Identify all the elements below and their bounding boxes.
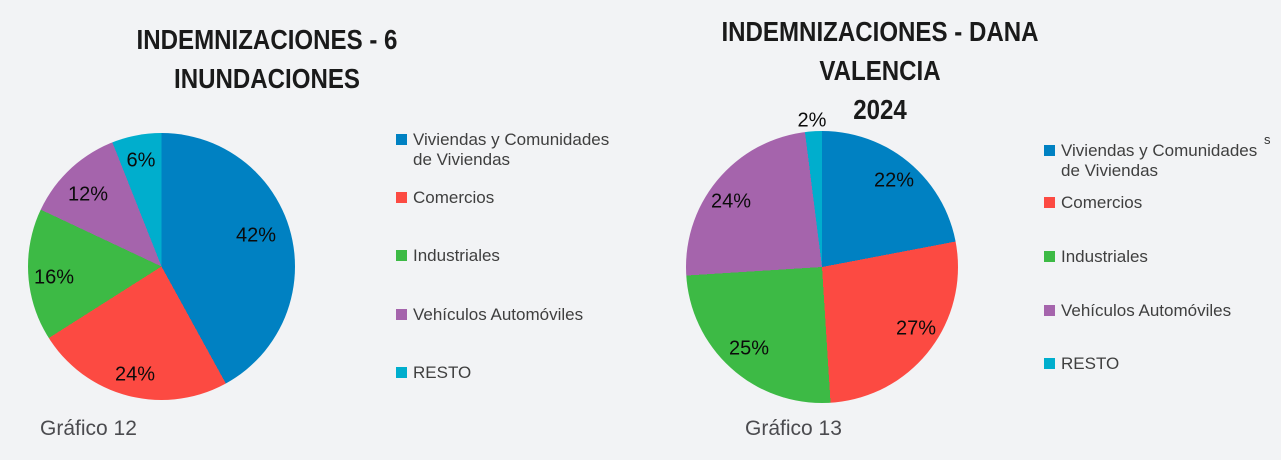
- legend-swatch-vehiculos: [1044, 305, 1055, 316]
- pie-percentage-label: 12%: [67, 183, 109, 206]
- legend-label: Comercios: [1061, 193, 1143, 212]
- pie-percentage-label: 2%: [797, 109, 827, 132]
- legend-item-viviendas: Viviendas y Comunidades de Viviendas: [396, 130, 623, 170]
- legend-swatch-industriales: [1044, 251, 1055, 262]
- chart-title-inundaciones: INDEMNIZACIONES - 6 INUNDACIONES: [52, 20, 482, 98]
- legend-label: Viviendas y Comunidades de Viviendas: [1061, 141, 1258, 180]
- legend-swatch-comercios: [1044, 197, 1055, 208]
- cropped-text-fragment: s: [1264, 132, 1271, 147]
- pie-percentage-label: 22%: [873, 169, 915, 192]
- pie-percentage-label: 25%: [728, 337, 770, 360]
- legend-item-industriales: Industriales: [396, 246, 623, 266]
- legend-label: RESTO: [1061, 354, 1120, 373]
- pie-percentage-label: 24%: [114, 363, 156, 386]
- pie-percentage-label: 6%: [126, 149, 156, 172]
- legend-label: Vehículos Automóviles: [1061, 301, 1232, 320]
- legend-label: Vehículos Automóviles: [413, 305, 584, 324]
- chart-title-line1: INDEMNIZACIONES - DANA VALENCIA: [721, 16, 1039, 86]
- pie-percentage-label: 16%: [33, 266, 75, 289]
- legend-swatch-resto: [396, 367, 407, 378]
- legend-swatch-comercios: [396, 192, 407, 203]
- figure-caption-grafico-12: Gráfico 12: [40, 417, 137, 440]
- legend-swatch-vehiculos: [396, 309, 407, 320]
- legend-item-industriales: Industriales: [1044, 247, 1271, 267]
- legend-label: Industriales: [1061, 247, 1148, 266]
- legend-item-vehiculos: Vehículos Automóviles: [396, 305, 623, 325]
- pie-percentage-label: 27%: [895, 317, 937, 340]
- pie-percentage-label: 24%: [710, 190, 752, 213]
- figure-caption-grafico-13: Gráfico 13: [745, 417, 842, 440]
- chart-title-line1: INDEMNIZACIONES - 6: [136, 24, 398, 55]
- legend-swatch-resto: [1044, 358, 1055, 369]
- pie-chart-inundaciones: 42% 24% 16% 12% 6%: [28, 133, 295, 400]
- pie-percentage-label: 42%: [235, 224, 277, 247]
- legend-label: RESTO: [413, 363, 472, 382]
- legend-swatch-viviendas: [1044, 145, 1055, 156]
- legend-swatch-viviendas: [396, 134, 407, 145]
- legend-swatch-industriales: [396, 250, 407, 261]
- chart-title-line2: INUNDACIONES: [174, 63, 360, 94]
- legend-label: Industriales: [413, 246, 500, 265]
- legend-item-resto: RESTO: [396, 363, 623, 383]
- legend-label: Comercios: [413, 188, 495, 207]
- legend-item-comercios: Comercios: [1044, 193, 1271, 213]
- legend-item-viviendas: Viviendas y Comunidades de Viviendas: [1044, 141, 1271, 181]
- legend-item-resto: RESTO: [1044, 354, 1271, 374]
- legend-label: Viviendas y Comunidades de Viviendas: [413, 130, 610, 169]
- chart-title-dana-valencia: INDEMNIZACIONES - DANA VALENCIA 2024: [674, 12, 1087, 129]
- legend-item-comercios: Comercios: [396, 188, 623, 208]
- legend-item-vehiculos: Vehículos Automóviles: [1044, 301, 1271, 321]
- pie-chart-dana-valencia: 22% 27% 25% 24% 2%: [686, 110, 958, 403]
- chart-title-line2: 2024: [853, 94, 907, 125]
